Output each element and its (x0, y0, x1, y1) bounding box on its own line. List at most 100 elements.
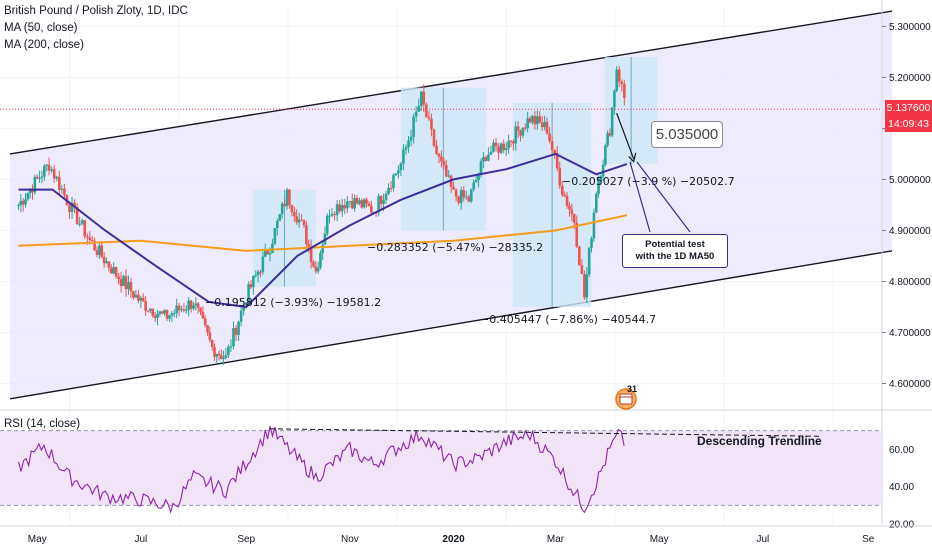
candle-body[interactable] (389, 188, 393, 190)
candle-body[interactable] (24, 199, 27, 205)
candle-body[interactable] (149, 308, 152, 311)
candle-body[interactable] (521, 127, 525, 136)
candle-body[interactable] (425, 104, 428, 118)
candle-body[interactable] (242, 305, 245, 311)
candle-body[interactable] (175, 305, 178, 314)
candle-body[interactable] (297, 219, 301, 223)
candle-body[interactable] (422, 91, 426, 105)
candle-body[interactable] (444, 165, 448, 177)
candle-body[interactable] (57, 176, 61, 190)
candle-body[interactable] (550, 141, 554, 151)
candle-body[interactable] (360, 200, 364, 208)
candle-body[interactable] (309, 246, 313, 262)
candle-body[interactable] (210, 339, 214, 347)
candle-body[interactable] (107, 261, 111, 268)
candle-body[interactable] (454, 189, 458, 197)
candle-body[interactable] (122, 275, 125, 287)
candle-body[interactable] (536, 116, 539, 125)
candle-body[interactable] (73, 202, 76, 207)
candle-body[interactable] (533, 116, 537, 125)
candle-body[interactable] (437, 153, 441, 157)
candle-body[interactable] (504, 148, 508, 151)
candle-body[interactable] (165, 310, 169, 319)
ma50-line[interactable] (18, 152, 628, 309)
candle-body[interactable] (63, 188, 66, 195)
candle-body[interactable] (213, 346, 216, 357)
candle-body[interactable] (409, 136, 413, 141)
candle-body[interactable] (185, 309, 188, 311)
candle-body[interactable] (590, 238, 593, 248)
candle-body[interactable] (507, 140, 510, 149)
candle-body[interactable] (172, 313, 176, 315)
candle-body[interactable] (114, 267, 118, 277)
candle-body[interactable] (487, 154, 490, 161)
candle-body[interactable] (55, 176, 59, 179)
candle-body[interactable] (610, 107, 614, 136)
candle-body[interactable] (112, 267, 115, 274)
candle-body[interactable] (139, 297, 143, 301)
candle-body[interactable] (580, 265, 584, 274)
candle-body[interactable] (271, 243, 274, 254)
candle-body[interactable] (392, 175, 395, 189)
candle-body[interactable] (305, 225, 308, 245)
candle-body[interactable] (26, 193, 30, 200)
candle-body[interactable] (93, 241, 96, 251)
candle-body[interactable] (177, 305, 181, 311)
candle-body[interactable] (459, 190, 463, 203)
channel-upper-line[interactable] (9, 10, 893, 155)
candle-body[interactable] (102, 256, 106, 264)
candle-body[interactable] (469, 189, 473, 202)
candle-body[interactable] (290, 204, 294, 213)
candle-body[interactable] (325, 215, 329, 234)
candle-body[interactable] (568, 205, 571, 210)
candle-body[interactable] (397, 170, 400, 174)
candle-body[interactable] (545, 121, 549, 134)
rsi-legend[interactable]: RSI (14, close) (4, 418, 81, 430)
candle-body[interactable] (509, 140, 513, 142)
candle-body[interactable] (187, 300, 191, 310)
candle-body[interactable] (358, 200, 361, 204)
candle-body[interactable] (105, 261, 108, 264)
candle-body[interactable] (319, 253, 322, 268)
candle-body[interactable] (620, 81, 624, 85)
candle-body[interactable] (613, 91, 616, 108)
candle-body[interactable] (447, 175, 450, 177)
candle-body[interactable] (340, 205, 344, 212)
candle-body[interactable] (553, 150, 556, 154)
candle-body[interactable] (244, 303, 248, 306)
candle-body[interactable] (170, 313, 174, 316)
candle-body[interactable] (302, 220, 306, 226)
candle-body[interactable] (350, 201, 354, 209)
candle-body[interactable] (519, 130, 522, 136)
candle-body[interactable] (144, 301, 147, 311)
candle-body[interactable] (256, 271, 260, 276)
candle-body[interactable] (432, 129, 436, 146)
candle-body[interactable] (278, 214, 282, 221)
candle-body[interactable] (100, 245, 104, 257)
ma50-legend[interactable]: MA (50, close) (4, 22, 78, 34)
candle-body[interactable] (43, 165, 46, 177)
candle-body[interactable] (119, 279, 123, 287)
candle-body[interactable] (338, 204, 341, 212)
candle-body[interactable] (28, 188, 32, 194)
candle-body[interactable] (201, 311, 205, 319)
candle-body[interactable] (35, 176, 39, 179)
candle-body[interactable] (234, 328, 238, 335)
candle-body[interactable] (280, 203, 284, 215)
candle-body[interactable] (192, 305, 195, 309)
candle-body[interactable] (479, 161, 483, 175)
candle-body[interactable] (98, 245, 101, 255)
candle-body[interactable] (266, 249, 269, 255)
candle-body[interactable] (134, 294, 138, 298)
candle-body[interactable] (127, 282, 130, 290)
event-badge-icon[interactable]: 31 (612, 384, 640, 410)
candle-body[interactable] (587, 247, 591, 275)
candle-body[interactable] (467, 196, 471, 202)
candle-body[interactable] (196, 303, 200, 308)
candle-body[interactable] (399, 163, 403, 171)
candle-body[interactable] (430, 118, 433, 130)
candle-body[interactable] (86, 236, 89, 238)
candle-body[interactable] (316, 267, 320, 272)
candle-body[interactable] (404, 147, 408, 150)
candle-body[interactable] (261, 256, 265, 272)
